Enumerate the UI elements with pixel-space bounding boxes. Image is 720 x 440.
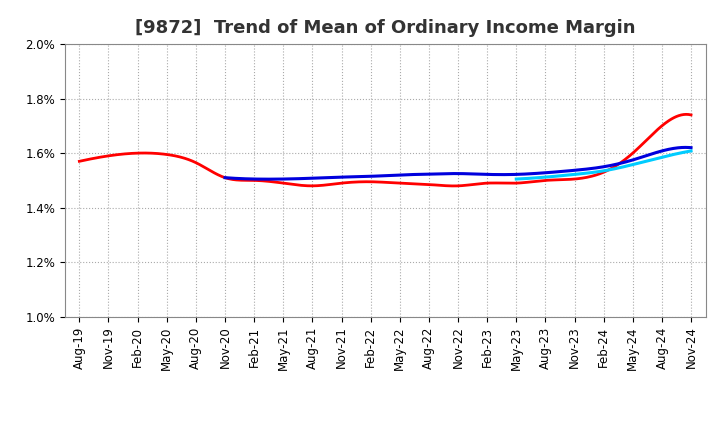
5 Years: [677, 145, 685, 150]
7 Years: [595, 169, 603, 174]
5 Years: [474, 172, 482, 177]
3 Years: [406, 181, 415, 186]
7 Years: [606, 167, 615, 172]
3 Years: [366, 179, 374, 184]
5 Years: [220, 175, 229, 180]
Line: 3 Years: 3 Years: [79, 114, 691, 186]
5 Years: [499, 172, 508, 177]
7 Years: [616, 165, 625, 170]
7 Years: [512, 176, 521, 182]
Line: 7 Years: 7 Years: [516, 151, 691, 179]
5 Years: [446, 171, 454, 176]
3 Years: [450, 183, 459, 189]
5 Years: [264, 176, 272, 182]
5 Years: [603, 163, 612, 169]
3 Years: [682, 112, 690, 117]
7 Years: [687, 148, 696, 154]
5 Years: [681, 145, 690, 150]
7 Years: [683, 149, 691, 154]
5 Years: [687, 145, 696, 150]
7 Years: [655, 155, 664, 161]
3 Years: [687, 112, 696, 117]
3 Years: [577, 176, 586, 181]
Title: [9872]  Trend of Mean of Ordinary Income Margin: [9872] Trend of Mean of Ordinary Income …: [135, 19, 636, 37]
5 Years: [443, 171, 451, 176]
3 Years: [439, 183, 448, 188]
3 Years: [673, 114, 682, 119]
3 Years: [369, 179, 378, 184]
Line: 5 Years: 5 Years: [225, 147, 691, 179]
7 Years: [596, 169, 605, 174]
3 Years: [75, 159, 84, 164]
